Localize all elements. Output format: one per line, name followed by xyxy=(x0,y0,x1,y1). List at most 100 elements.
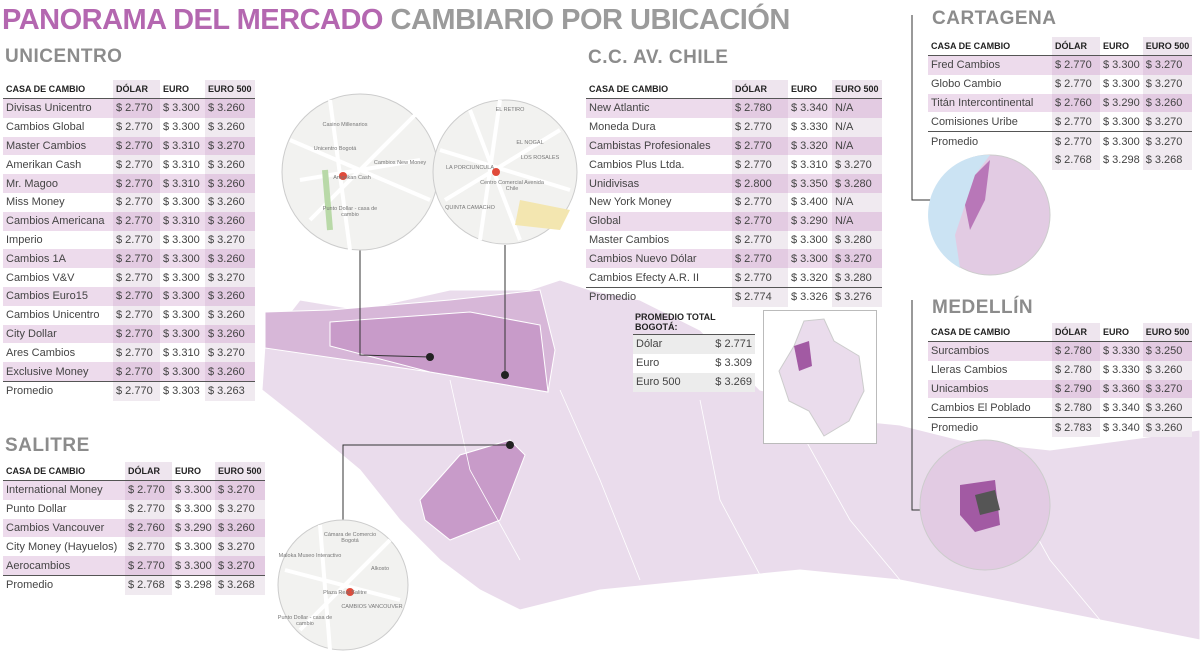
section-title: CARTAGENA xyxy=(932,8,1057,29)
cell: N/A xyxy=(832,117,882,137)
table-row: Promedio $ 2.783 $ 3.340 $ 3.260 xyxy=(928,417,1193,437)
cell: $ 3.260 xyxy=(205,362,255,382)
cell: $ 2.770 xyxy=(125,537,172,557)
cell: Global xyxy=(586,211,732,231)
cell: $ 3.280 xyxy=(832,230,882,250)
cell: Promedio xyxy=(3,380,113,401)
table-row: Cambios Euro15 $ 2.770 $ 3.300 $ 3.260 xyxy=(3,286,255,306)
cell: $ 2.768 xyxy=(125,574,172,595)
cell: $ 3.263 xyxy=(205,380,255,401)
table-row: Cambios Vancouver $ 2.760 $ 3.290 $ 3.260 xyxy=(3,518,265,538)
table-row: Unicambios $ 2.790 $ 3.360 $ 3.270 xyxy=(928,379,1193,399)
table-row: City Money (Hayuelos) $ 2.770 $ 3.300 $ 3.2… xyxy=(3,537,265,557)
cell: $ 2.780 xyxy=(1052,360,1100,380)
bogota-row: Euro $ 3.309 xyxy=(633,354,755,373)
cell: $ 3.270 xyxy=(205,343,255,363)
table-row: Global $ 2.770 $ 3.290 N/A xyxy=(586,211,882,231)
cell: $ 2.770 xyxy=(113,343,160,363)
table-row: Cambios Unicentro $ 2.770 $ 3.300 $ 3.260 xyxy=(3,305,255,325)
cell: Comisiones Uribe xyxy=(931,115,1018,128)
cell: $ 3.268 xyxy=(1142,150,1193,170)
map-label: Plaza Real Salitre xyxy=(323,590,367,596)
cell: $ 3.260 xyxy=(205,98,255,118)
cell: $ 2.770 xyxy=(113,249,160,269)
cell: Mr. Magoo xyxy=(3,174,113,193)
cell: DÓLAR xyxy=(113,80,160,99)
cell: $ 3.300 xyxy=(791,233,828,246)
table-row: Fred Cambios $ 2.770 $ 3.300 $ 3.270 xyxy=(928,55,1193,75)
bogota-cell: Euro 500 xyxy=(636,376,681,388)
table-row: Cambios Plus Ltda. $ 2.770 $ 3.310 $ 3.270 xyxy=(586,155,882,175)
bogota-total: PROMEDIO TOTAL BOGOTÁ: Dólar $ 2.771 Euro $ … xyxy=(633,310,755,392)
empty-cell xyxy=(928,151,1052,170)
cell: $ 2.780 xyxy=(1052,341,1100,361)
table-row: Cambios El Poblado $ 2.780 $ 3.340 $ 3.260 xyxy=(928,398,1193,418)
cell: $ 3.300 xyxy=(163,271,200,284)
cell: $ 2.770 xyxy=(732,268,788,288)
cell: $ 2.770 xyxy=(113,117,160,137)
table-row: City Dollar $ 2.770 $ 3.300 $ 3.260 xyxy=(3,324,255,344)
cell: $ 3.290 xyxy=(1100,93,1143,113)
cell: Cambios Efecty A.R. II xyxy=(589,271,700,284)
table-row: Exclusive Money $ 2.770 $ 3.300 $ 3.260 xyxy=(3,362,255,382)
map-label: Unicentro Bogotá xyxy=(313,146,357,152)
cell: $ 3.300 xyxy=(172,480,215,500)
cell: $ 2.770 xyxy=(125,499,172,519)
cell: $ 2.770 xyxy=(1052,131,1100,151)
cell: $ 2.770 xyxy=(125,556,172,576)
chile-inset xyxy=(432,99,578,245)
map-label: Centro Comercial Avenida Chile xyxy=(480,180,544,192)
bogota-cell: Euro xyxy=(636,357,660,369)
table-row: Cambios Nuevo Dólar $ 2.770 $ 3.300 $ 3.270 xyxy=(586,249,882,269)
cell: $ 3.260 xyxy=(215,518,265,538)
title-part2: CAMBIARIO POR UBICACIÓN xyxy=(390,4,791,36)
cell: Promedio xyxy=(586,286,732,307)
table-row: Cambios Global $ 2.770 $ 3.300 $ 3.260 xyxy=(3,117,255,137)
cell: $ 3.260 xyxy=(1142,417,1193,437)
table-row: Cambios 1A $ 2.770 $ 3.300 $ 3.260 xyxy=(3,249,255,269)
cell: $ 3.310 xyxy=(160,136,205,156)
cell: Cambios Americana xyxy=(3,211,113,231)
cell: $ 3.268 xyxy=(215,574,265,595)
cell: Moneda Dura xyxy=(589,121,656,134)
salitre-locality xyxy=(419,439,526,541)
cell: $ 3.310 xyxy=(160,211,205,231)
cell: $ 2.770 xyxy=(113,98,160,118)
cell: Cambios Unicentro xyxy=(6,309,100,322)
cell: $ 3.260 xyxy=(1142,398,1193,418)
map-label: CAMBIOS VANCOUVER xyxy=(341,604,403,610)
cell: New York Money xyxy=(589,196,672,209)
cell: $ 2.770 xyxy=(113,174,160,193)
cell: $ 3.260 xyxy=(205,174,255,193)
cell: $ 3.270 xyxy=(832,249,882,269)
cell: International Money xyxy=(3,480,125,500)
table-row: Lleras Cambios $ 2.780 $ 3.330 $ 3.260 xyxy=(928,360,1193,380)
bogota-cell: $ 3.269 xyxy=(715,376,752,388)
section-title: MEDELLÍN xyxy=(932,297,1034,318)
table-row: Cambios V&V $ 2.770 $ 3.300 $ 3.270 xyxy=(3,268,255,287)
table-row: Globo Cambio $ 2.770 $ 3.300 $ 3.270 xyxy=(928,74,1193,94)
cell: Divisas Unicentro xyxy=(3,98,113,118)
cartagena-inset xyxy=(928,154,1051,276)
table-row: Amerikan Cash $ 2.770 $ 3.310 $ 3.260 xyxy=(3,155,255,175)
colombia-minimap xyxy=(763,310,877,444)
bogota-total-title: PROMEDIO TOTAL BOGOTÁ: xyxy=(633,310,755,335)
cell: Cambios Plus Ltda. xyxy=(589,158,685,171)
table-row: Cambios Efecty A.R. II $ 2.770 $ 3.320 $ 3.… xyxy=(586,268,882,288)
cell: $ 3.298 xyxy=(1103,154,1140,167)
cell: $ 3.270 xyxy=(215,537,265,557)
cell: Promedio xyxy=(928,417,1052,437)
table-row: Promedio $ 2.774 $ 3.326 $ 3.276 xyxy=(586,286,882,307)
map-label: Punto Dollar - casa de cambio xyxy=(277,615,333,627)
table-row: CASA DE CAMBIO DÓLAR EURO EURO 500 xyxy=(3,462,265,481)
table-row: Aerocambios $ 2.770 $ 3.300 $ 3.270 xyxy=(3,556,265,576)
cell: City Money (Hayuelos) xyxy=(6,540,118,553)
section-title: UNICENTRO xyxy=(5,46,123,67)
rates-table: CASA DE CAMBIO DÓLAR EURO EURO 500 Divisas U… xyxy=(3,80,255,401)
table-row: CASA DE CAMBIO DÓLAR EURO EURO 500 xyxy=(928,323,1193,342)
cell: $ 3.350 xyxy=(788,174,832,193)
cell: $ 3.310 xyxy=(163,346,200,359)
cell: $ 2.770 xyxy=(113,211,160,231)
cell: $ 3.270 xyxy=(1142,379,1193,399)
